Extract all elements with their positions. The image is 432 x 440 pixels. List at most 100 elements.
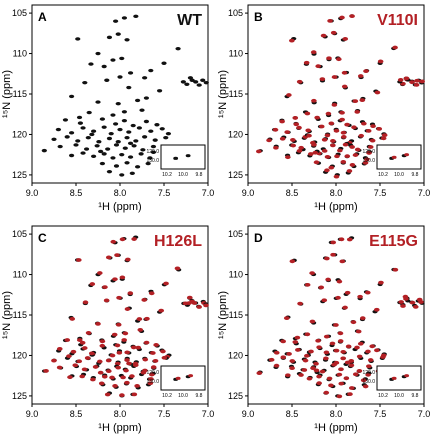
peak-variant	[418, 300, 424, 304]
y-axis-label: ¹⁵N (ppm)	[1, 291, 13, 339]
peak-variant	[325, 111, 332, 116]
panels-container: 9.0 8.5 8.0 7.5 7.0 105 110 115 120 125 ¹H (ppm) ¹⁵…	[1, 4, 430, 434]
peak-variant	[140, 370, 147, 375]
peak-variant	[344, 154, 351, 159]
peak-variant	[90, 377, 96, 382]
peak-variant	[84, 356, 91, 360]
peak-wt	[94, 144, 100, 148]
peak-variant	[319, 77, 326, 82]
peak-wt	[69, 94, 75, 99]
peak-variant	[134, 384, 140, 388]
peak-variant	[119, 393, 125, 398]
peak-variant	[286, 93, 292, 97]
variant-label: E115G	[369, 233, 418, 250]
peak-variant	[268, 357, 275, 362]
peak-layer	[256, 236, 425, 399]
peak-wt	[51, 137, 57, 142]
peak-variant	[321, 137, 328, 142]
peak-wt	[113, 19, 119, 23]
peak-variant	[357, 341, 364, 346]
y-tick-label: 120	[12, 350, 27, 360]
peak-variant	[311, 142, 317, 147]
inset-x-tick-label: 10.0	[394, 393, 404, 399]
y-tick-label: 120	[12, 129, 27, 139]
peak-variant	[316, 381, 322, 386]
peak-variant	[330, 139, 336, 143]
y-tick-label: 105	[12, 229, 27, 239]
peak-wt	[101, 152, 107, 156]
peak-wt	[95, 100, 101, 104]
peak-variant	[112, 277, 118, 282]
y-axis-label: ¹⁵N (ppm)	[217, 70, 229, 118]
peak-wt	[99, 161, 105, 166]
peak-variant	[376, 126, 383, 131]
peak-variant	[374, 348, 380, 353]
peak-variant	[367, 358, 374, 362]
peak-variant	[112, 384, 118, 388]
variant-label: WT	[177, 12, 202, 29]
peak-variant	[346, 169, 353, 173]
y-tick-label: 115	[13, 89, 27, 99]
peak-variant	[398, 300, 404, 304]
peak-variant	[163, 281, 169, 286]
peak-variant	[331, 362, 337, 367]
x-tick-label: 7.5	[374, 409, 387, 419]
peak-variant	[189, 299, 195, 304]
peak-wt	[163, 135, 169, 140]
peak-variant	[324, 168, 330, 173]
peak-variant	[328, 121, 335, 126]
peak-wt	[175, 46, 181, 51]
inset-y-tick-label: 130.0	[146, 158, 159, 164]
inset: 129.0 130.0 10.2 10.0 9.8	[146, 144, 206, 178]
y-tick-label: 125	[12, 391, 27, 401]
peak-wt	[80, 126, 86, 130]
inset-peak-variant	[391, 376, 397, 380]
peak-variant	[69, 317, 76, 321]
peak-variant	[316, 345, 322, 350]
peak-wt	[86, 110, 92, 115]
y-tick-label: 125	[12, 170, 27, 180]
panel-letter: B	[254, 10, 263, 24]
x-axis-label: ¹H (ppm)	[98, 201, 141, 213]
peak-wt	[82, 80, 88, 85]
x-tick-label: 8.0	[330, 188, 343, 198]
peak-variant	[116, 350, 123, 355]
peak-variant	[326, 56, 332, 61]
peak-wt	[121, 16, 127, 20]
x-tick-label: 8.5	[70, 409, 83, 419]
peak-variant	[380, 136, 387, 141]
peak-variant	[313, 160, 320, 165]
y-tick-label: 115	[229, 89, 243, 99]
x-tick-label: 9.0	[242, 409, 255, 419]
peak-variant	[132, 363, 139, 368]
peak-variant	[310, 50, 317, 55]
peak-variant	[378, 280, 384, 285]
peak-wt	[127, 155, 134, 159]
peak-variant	[400, 304, 406, 308]
peak-variant	[350, 320, 357, 325]
peak-variant	[355, 329, 362, 334]
peak-wt	[110, 156, 116, 160]
peak-variant	[349, 145, 355, 149]
peak-variant	[341, 84, 348, 89]
peak-wt	[101, 125, 107, 129]
peak-wt	[136, 126, 142, 130]
peak-variant	[105, 358, 112, 363]
inset-x-tick-label: 10.0	[178, 172, 188, 178]
peak-variant	[338, 237, 345, 242]
peak-variant	[330, 252, 336, 257]
peak-variant	[304, 111, 311, 116]
peak-variant	[124, 358, 130, 362]
peak-variant	[412, 304, 419, 309]
peak-variant	[336, 372, 343, 377]
inset-x-tick-label: 10.0	[178, 393, 188, 399]
peak-variant	[174, 266, 181, 271]
peak-variant	[85, 331, 92, 335]
peak-variant	[123, 368, 129, 373]
y-tick-label: 115	[229, 310, 243, 320]
inset-x-tick-label: 10.2	[378, 393, 388, 399]
peak-wt	[152, 138, 158, 142]
peak-variant	[419, 79, 425, 84]
peak-wt	[106, 35, 113, 40]
peak-wt	[142, 76, 148, 80]
